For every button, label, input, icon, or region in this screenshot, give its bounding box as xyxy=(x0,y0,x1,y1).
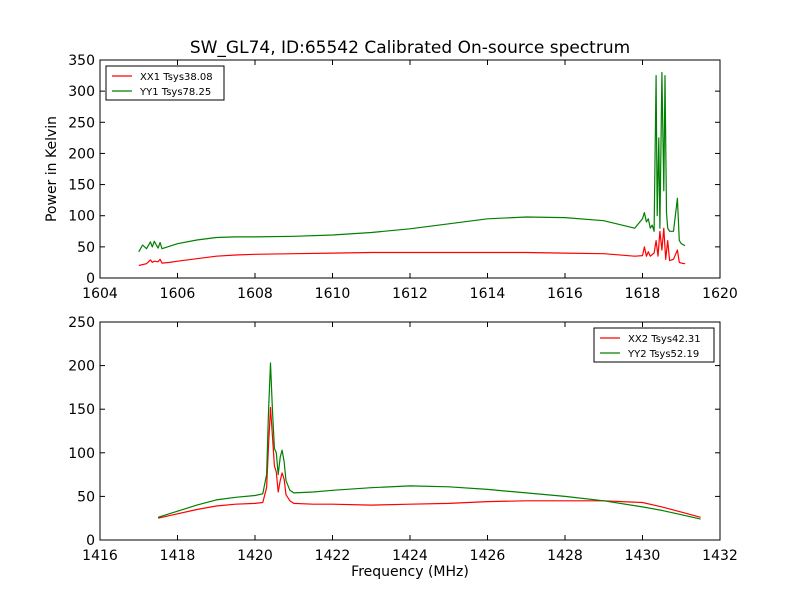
x-axis-label: Frequency (MHz) xyxy=(351,564,469,580)
x-tick-label: 1432 xyxy=(702,548,738,564)
x-tick-label: 1418 xyxy=(160,548,196,564)
series-line-2-1 xyxy=(157,406,701,519)
y-tick-label: 100 xyxy=(68,446,95,462)
y-tick-label: 50 xyxy=(77,240,95,256)
y-tick-label: 100 xyxy=(68,209,95,225)
y-tick-label: 0 xyxy=(86,271,95,287)
top-subplot: 1604 1606 1608 1610 1612 1614 1616 1618 1620 0 50 1… xyxy=(44,53,738,302)
y-tick-label: 250 xyxy=(68,315,95,331)
x-tick-label: 1416 xyxy=(82,548,118,564)
x-tick-label: 1610 xyxy=(315,286,351,302)
x-tick-label: 1428 xyxy=(547,548,583,564)
legend: XX1 Tsys38.08 YY1 Tsys78.25 xyxy=(105,65,225,101)
legend-label: YY2 Tsys52.19 xyxy=(627,349,699,360)
x-tick-label: 1608 xyxy=(237,286,273,302)
legend-box xyxy=(105,65,225,101)
x-tick-label: 1430 xyxy=(625,548,661,564)
x-tick-label: 1616 xyxy=(547,286,583,302)
bottom-subplot: 1416 1418 1420 1422 1424 1426 1428 1430 1432 0 50 1… xyxy=(68,315,738,580)
y-tick-label: 0 xyxy=(86,533,95,549)
y-tick-label: 350 xyxy=(68,53,95,69)
x-tick-label: 1612 xyxy=(392,286,428,302)
y-tick-label: 200 xyxy=(68,146,95,162)
y-tick-label: 200 xyxy=(68,359,95,375)
legend-label: XX2 Tsys42.31 xyxy=(628,334,701,345)
y-tick-label: 250 xyxy=(68,115,95,131)
x-tick-label: 1426 xyxy=(470,548,506,564)
y-axis-label: Power in Kelvin xyxy=(44,116,60,222)
series-line-2-2 xyxy=(157,362,701,520)
y-tick-label: 150 xyxy=(68,402,95,418)
legend-label: XX1 Tsys38.08 xyxy=(140,72,213,83)
x-tick-label: 1614 xyxy=(470,286,506,302)
series-line-1-2 xyxy=(138,71,686,253)
x-tick-label: 1606 xyxy=(160,286,196,302)
series-line-1-1 xyxy=(138,227,686,267)
y-tick-label: 300 xyxy=(68,84,95,100)
x-tick-label: 1424 xyxy=(392,548,428,564)
x-tick-label: 1618 xyxy=(625,286,661,302)
x-tick-label: 1420 xyxy=(237,548,273,564)
y-tick-label: 150 xyxy=(68,178,95,194)
legend-box xyxy=(593,327,715,363)
legend: XX2 Tsys42.31 YY2 Tsys52.19 xyxy=(593,327,715,363)
legend-label: YY1 Tsys78.25 xyxy=(139,87,211,98)
x-tick-label: 1620 xyxy=(702,286,738,302)
x-tick-label: 1604 xyxy=(82,286,118,302)
chart-title: SW_GL74, ID:65542 Calibrated On-source s… xyxy=(190,38,630,58)
x-tick-label: 1422 xyxy=(315,548,351,564)
y-tick-label: 50 xyxy=(77,489,95,505)
